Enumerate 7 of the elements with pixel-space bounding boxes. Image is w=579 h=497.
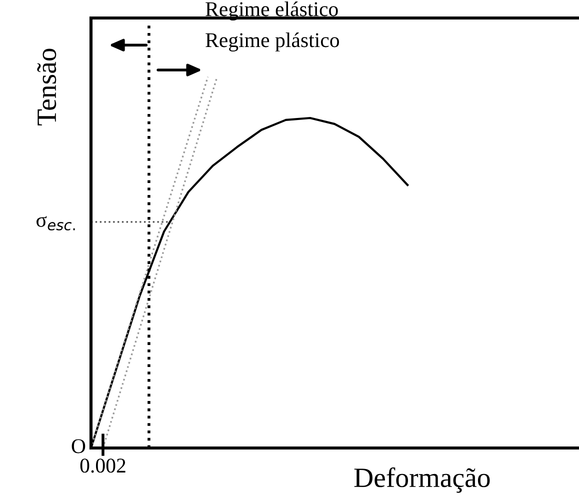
text: O <box>72 439 86 454</box>
text: Regime plástico <box>206 32 340 52</box>
y-axis-title: Tensão <box>37 48 56 126</box>
ref-line-label: σ$_{esc.}$ <box>36 216 75 230</box>
text: 0.002 <box>80 458 126 473</box>
x-axis-title: Deformação <box>354 467 490 493</box>
text: Regime elástico <box>206 2 338 20</box>
